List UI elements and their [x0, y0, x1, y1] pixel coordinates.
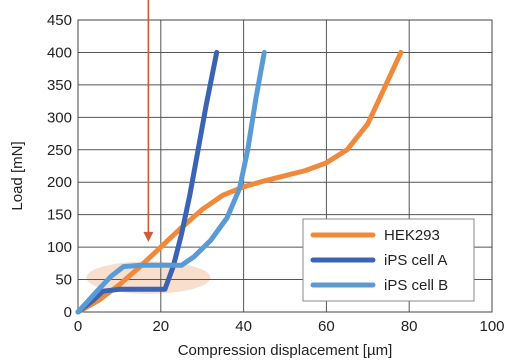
legend-label: iPS cell A — [384, 252, 447, 269]
legend-label: iPS cell B — [384, 277, 448, 294]
legend-label: HEK293 — [384, 227, 440, 244]
y-tick-label: 250 — [47, 142, 72, 159]
x-tick-label: 40 — [235, 318, 252, 335]
x-tick-label: 20 — [152, 318, 169, 335]
x-tick-label: 80 — [401, 318, 418, 335]
series-line-ips-cell-a — [75, 49, 220, 315]
x-tick-label: 100 — [479, 318, 504, 335]
y-tick-label: 450 — [47, 12, 72, 29]
arrow-head — [143, 231, 154, 242]
series-line-hek293 — [75, 49, 404, 315]
y-tick-label: 100 — [47, 239, 72, 256]
y-tick-label: 400 — [47, 44, 72, 61]
y-tick-label: 300 — [47, 109, 72, 126]
x-tick-label: 60 — [318, 318, 335, 335]
y-tick-label: 350 — [47, 77, 72, 94]
y-tick-label: 200 — [47, 174, 72, 191]
y-tick-label: 150 — [47, 207, 72, 224]
y-tick-label: 0 — [64, 304, 72, 321]
plot-frame — [77, 19, 493, 313]
x-tick-label: 0 — [74, 318, 82, 335]
y-tick-label: 50 — [55, 272, 72, 289]
series-line-ips-cell-b — [75, 49, 267, 315]
y-axis-title: Load [mN] — [9, 141, 26, 210]
x-axis-title: Compression displacement [µm] — [178, 342, 393, 359]
